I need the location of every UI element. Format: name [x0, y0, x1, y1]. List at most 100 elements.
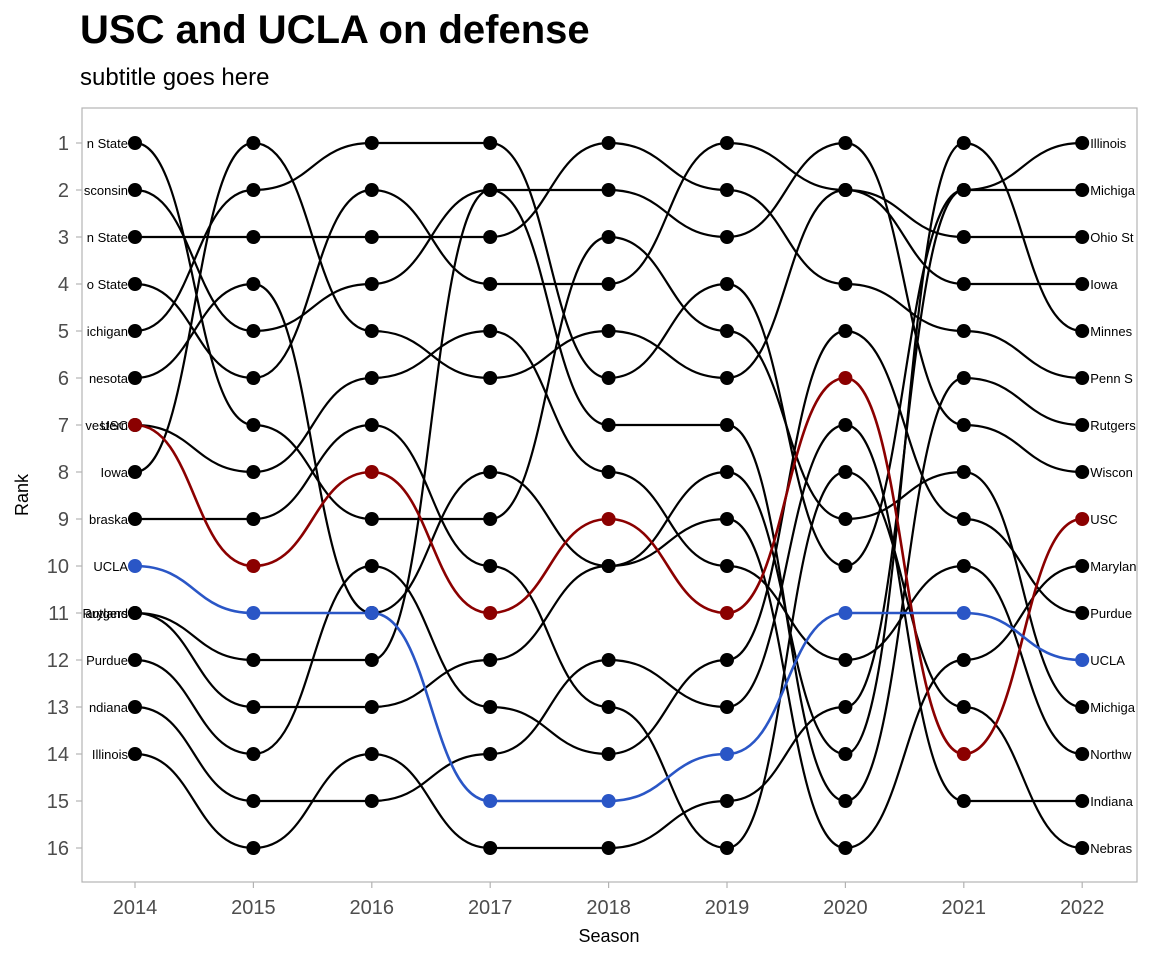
point-northwestern-2015 [246, 465, 261, 479]
point-indiana-2022 [1075, 794, 1090, 808]
series-line-nebraska [133, 423, 1084, 850]
point-usc-2015 [246, 559, 261, 573]
point-indiana-2021 [956, 794, 971, 808]
y-tick-label: 2 [58, 180, 69, 202]
point-michigan-state-2016 [364, 512, 379, 526]
y-tick-label: 7 [58, 415, 69, 437]
right-label: Michiga [1090, 700, 1136, 715]
right-label: Ohio St [1090, 230, 1134, 245]
left-label: braska [89, 512, 129, 527]
point-ohio-state-2016 [364, 183, 379, 197]
y-tick-label: 3 [58, 227, 69, 249]
point-indiana-2018 [601, 653, 616, 667]
point-northwestern-2021 [956, 559, 971, 573]
point-iowa-2014 [128, 465, 142, 479]
right-label: Wiscon [1090, 465, 1133, 480]
point-usc-2014 [128, 418, 142, 432]
series-line-minnesota [133, 141, 1084, 756]
point-ucla-2021 [956, 606, 971, 620]
point-wisconsin-2017 [483, 183, 498, 197]
right-label: Penn S [1090, 371, 1133, 386]
point-ohio-state-2022 [1075, 230, 1090, 244]
point-rutgers-2018 [601, 418, 616, 432]
series-line-ucla [133, 564, 1084, 803]
point-michigan-state-2017 [483, 512, 498, 526]
point-northwestern-2016 [364, 371, 379, 385]
point-minnesota-2019 [720, 465, 734, 479]
right-label: USC [1090, 512, 1117, 527]
point-ohio-state-2014 [128, 277, 142, 291]
point-ucla-2019 [720, 747, 734, 761]
point-nebraska-2014 [128, 512, 142, 526]
point-michigan-2020 [838, 559, 853, 573]
x-tick-label: 2021 [942, 897, 987, 919]
point-ucla-2015 [246, 606, 261, 620]
x-tick-label: 2018 [586, 897, 631, 919]
y-tick-label: 11 [48, 603, 69, 625]
point-ucla-2020 [838, 606, 853, 620]
point-wisconsin-2015 [246, 324, 261, 338]
chart-title: USC and UCLA on defense [80, 8, 590, 52]
point-wisconsin-2019 [720, 230, 734, 244]
point-penn-state-2017 [483, 230, 498, 244]
point-purdue-2017 [483, 700, 498, 714]
series-line-ohio-state [133, 141, 1084, 380]
point-usc-2021 [956, 747, 971, 761]
series-line-northwestern [133, 329, 1084, 756]
point-purdue-2022 [1075, 606, 1090, 620]
x-tick-label: 2015 [231, 897, 276, 919]
point-purdue-2020 [838, 324, 853, 338]
point-ohio-state-2015 [246, 371, 261, 385]
point-illinois-2019 [720, 794, 734, 808]
point-michigan-state-2021 [956, 465, 971, 479]
y-axis-label: Rank [12, 473, 32, 516]
point-minnesota-2014 [128, 371, 142, 385]
point-minnesota-2017 [483, 465, 498, 479]
point-michigan-state-2022 [1075, 700, 1090, 714]
point-ucla-2014 [128, 559, 142, 573]
series-lines [133, 141, 1084, 850]
series-line-usc [133, 376, 1084, 756]
point-iowa-2021 [956, 277, 971, 291]
point-ucla-2018 [601, 794, 616, 808]
point-penn-state-2020 [838, 277, 853, 291]
point-nebraska-2021 [956, 700, 971, 714]
point-michigan-2018 [601, 371, 616, 385]
point-iowa-2022 [1075, 277, 1090, 291]
point-ucla-2022 [1075, 653, 1090, 667]
point-nebraska-2019 [720, 841, 734, 855]
point-indiana-2020 [838, 418, 853, 432]
y-tick-label: 1 [58, 133, 69, 155]
point-maryland-2021 [956, 653, 971, 667]
right-label: Purdue [1090, 606, 1132, 621]
left-label: Illinois [92, 747, 129, 762]
point-usc-2019 [720, 606, 734, 620]
y-tick-label: 12 [47, 650, 69, 672]
series-line-indiana [133, 423, 1084, 803]
point-michigan-state-2014 [128, 136, 142, 150]
left-label: o State [87, 277, 128, 292]
point-rutgers-2016 [364, 653, 379, 667]
point-northwestern-2022 [1075, 747, 1090, 761]
y-tick-label: 16 [47, 838, 69, 860]
point-michigan-2014 [128, 324, 142, 338]
y-tick-label: 4 [58, 274, 69, 296]
point-nebraska-2016 [364, 418, 379, 432]
left-label: Iowa [101, 465, 129, 480]
point-ucla-2017 [483, 794, 498, 808]
point-nebraska-2020 [838, 465, 853, 479]
right-label: UCLA [1090, 653, 1125, 668]
point-minnesota-2015 [246, 277, 261, 291]
left-label: aryland [85, 606, 128, 621]
left-label: nesota [89, 371, 129, 386]
point-nebraska-2017 [483, 559, 498, 573]
point-purdue-2015 [246, 747, 261, 761]
point-michigan-state-2019 [720, 324, 734, 338]
point-ohio-state-2021 [956, 230, 971, 244]
right-label: Minnes [1090, 324, 1132, 339]
point-illinois-2022 [1075, 136, 1090, 150]
point-michigan-state-2015 [246, 418, 261, 432]
point-rutgers-2022 [1075, 418, 1090, 432]
right-label: Michiga [1090, 183, 1136, 198]
